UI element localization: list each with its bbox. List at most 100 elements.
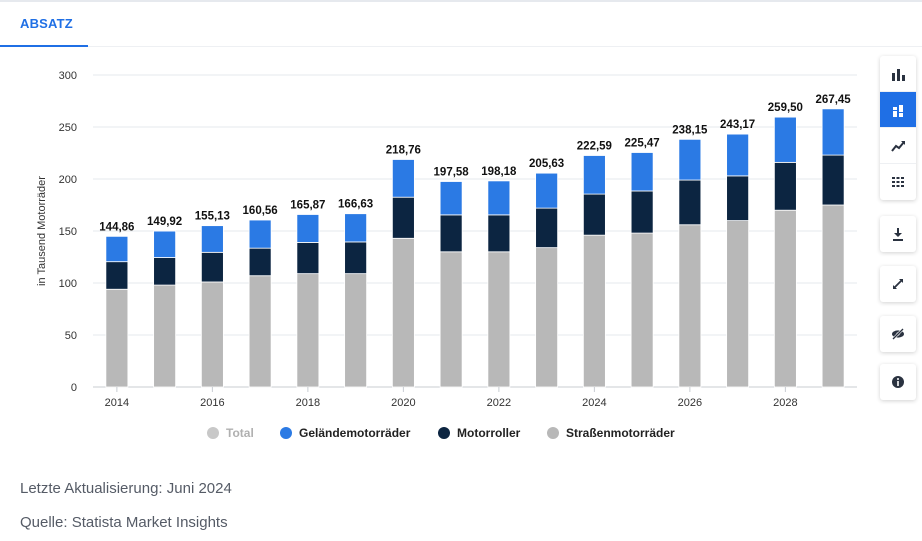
data-label: 155,13 [195,211,230,223]
x-tick-label: 2016 [200,397,224,409]
y-tick-label: 250 [59,122,77,134]
bar-segment [535,207,559,249]
x-tick-label: 2028 [773,397,797,409]
bar-segment [153,230,177,258]
data-label: 267,45 [816,94,852,106]
bar-segment [821,108,845,156]
bar-segment [487,214,511,253]
bar-segment [153,257,177,286]
x-tick-label: 2022 [487,397,511,409]
x-tick-label: 2024 [582,397,606,409]
chart-type-group [880,56,916,200]
data-label: 218,76 [386,144,421,156]
bar-segment [487,180,511,216]
chart-legend: Total Geländemotorräder Motorroller Stra… [0,426,922,446]
data-label: 144,86 [99,221,134,233]
stacked-bar-button[interactable] [880,92,916,128]
fullscreen-group [880,266,916,302]
y-tick-label: 200 [59,174,77,186]
last-update-text: Letzte Aktualisierung: Juni 2024 [20,480,232,497]
bar-segment [344,213,368,243]
bar-segment [296,273,320,388]
legend-item-strassenmotorraeder[interactable]: Straßenmotorräder [547,426,675,440]
legend-label-gelaendemotorraeder: Geländemotorräder [299,426,411,440]
table-grid-icon [892,177,904,187]
bar-chart-icon [892,68,905,81]
legend-dot-strassenmotorraeder [547,427,559,439]
trend-line-icon [891,140,905,152]
info-button[interactable] [880,364,916,400]
bar-segment [487,251,511,388]
bar-segment [582,155,606,195]
source-text: Quelle: Statista Market Insights [20,514,228,531]
bar-segment [773,209,797,388]
info-group [880,364,916,400]
y-tick-label: 100 [59,278,77,290]
tab-absatz[interactable]: ABSATZ [20,16,73,31]
bar-segment [726,220,750,388]
bar-segment [105,288,129,388]
data-label: 259,50 [768,102,803,114]
bar-segment [105,261,129,290]
hide-button[interactable] [880,316,916,352]
hide-icon [892,328,904,340]
bar-segment [439,251,463,388]
bar-segment [344,241,368,275]
bar-segment [678,224,702,388]
bar-segment [439,181,463,216]
x-tick-label: 2018 [296,397,320,409]
bar-segment [296,214,320,243]
x-tick-label: 2014 [105,397,129,409]
data-label: 166,63 [338,199,373,211]
bar-segment [726,175,750,221]
bar-segment [821,154,845,206]
bar-segment [535,247,559,388]
legend-dot-motorroller [438,427,450,439]
tab-active-indicator [0,45,88,47]
bar-segment [296,242,320,275]
y-tick-label: 150 [59,226,77,238]
download-icon [893,228,903,241]
x-tick-label: 2026 [678,397,702,409]
fullscreen-icon [893,279,903,289]
data-label: 165,87 [290,199,325,211]
bar-segment [391,237,415,388]
y-tick-label: 50 [65,330,77,342]
data-label: 238,15 [672,124,708,136]
bar-segment [200,251,224,283]
legend-label-motorroller: Motorroller [457,426,521,440]
bar-segment [344,273,368,388]
legend-item-total[interactable]: Total [207,426,254,440]
bar-segment [773,116,797,163]
legend-label-total: Total [226,426,254,440]
bar-segment [200,225,224,253]
table-view-button[interactable] [880,164,916,200]
legend-item-gelaendemotorraeder[interactable]: Geländemotorräder [280,426,410,440]
trend-line-button[interactable] [880,128,916,164]
download-group [880,216,916,252]
data-label: 160,56 [243,205,278,217]
data-label: 205,63 [529,158,564,170]
info-icon [892,376,904,388]
hide-group [880,316,916,352]
data-label: 222,59 [577,141,612,153]
bar-segment [391,196,415,239]
bar-chart-button[interactable] [880,56,916,92]
data-label: 198,18 [481,166,517,178]
bar-segment [391,159,415,198]
bar-segment [630,190,654,234]
stacked-bar-icon [893,104,903,117]
bar-segment [200,281,224,388]
tab-header: ABSATZ [0,2,922,47]
bar-segment [439,214,463,253]
bar-segment [153,284,177,388]
fullscreen-button[interactable] [880,266,916,302]
bar-segment [582,193,606,236]
legend-item-motorroller[interactable]: Motorroller [438,426,520,440]
x-tick-label: 2020 [391,397,415,409]
download-button[interactable] [880,216,916,252]
bar-segment [678,138,702,181]
y-tick-label: 300 [59,70,77,82]
bar-segment [535,172,559,209]
data-label: 225,47 [625,138,660,150]
